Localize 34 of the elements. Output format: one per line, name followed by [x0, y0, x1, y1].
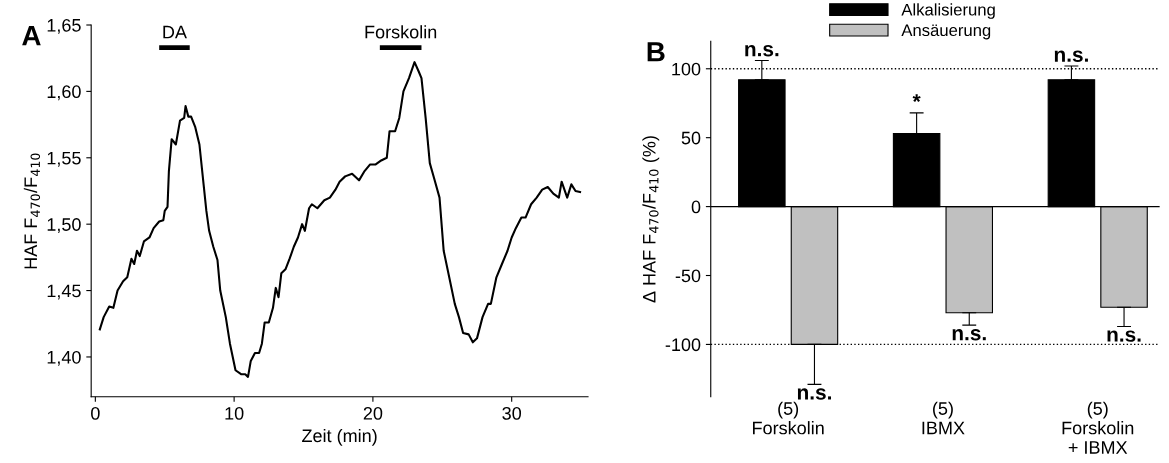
legend-label: Ansäuerung	[901, 24, 991, 40]
x-tick-label: (5) IBMX	[922, 401, 965, 435]
y-tick-label: 1,55	[47, 151, 81, 167]
y-tick-label: 1,65	[47, 18, 81, 34]
y-axis-title: HAF F$_{470}$/F$_{410}$	[23, 153, 41, 269]
x-tick-label: 30	[502, 406, 522, 420]
chart-title: B	[647, 42, 665, 62]
annotation: n.s.	[797, 388, 831, 400]
chart-title: A	[22, 26, 41, 46]
y-tick-label: 1,50	[47, 218, 81, 234]
y-tick-label: 100	[672, 62, 701, 76]
annotation: n.s.	[1107, 330, 1141, 342]
x-tick-label: 20	[363, 406, 383, 420]
y-axis-title: Δ HAF F$_{470}$/F$_{410}$ (%)	[642, 136, 660, 303]
y-tick-label: 1,60	[47, 85, 81, 101]
x-tick-label: (5) Forskolin	[753, 401, 824, 435]
legend-label: Alkalisierung	[901, 3, 995, 19]
annotation: n.s.	[745, 44, 779, 57]
x-tick-label: 0	[91, 406, 100, 420]
annotation: n.s.	[952, 329, 986, 341]
y-tick-label: 1,40	[47, 350, 81, 366]
annotation: n.s.	[1054, 50, 1088, 62]
x-tick-label: (5) Forskolin + IBMX	[1062, 401, 1134, 454]
y-tick-label: 0	[691, 200, 701, 214]
series-label: DA	[163, 25, 187, 39]
line-series	[98, 61, 583, 378]
y-tick-label: -100	[665, 338, 701, 352]
y-tick-label: 1,45	[47, 284, 81, 300]
series-label: Forskolin	[365, 25, 437, 39]
x-axis-title: Zeit (min)	[302, 428, 377, 446]
annotation: *	[912, 94, 921, 102]
y-tick-label: 50	[681, 131, 701, 145]
x-tick-label: 10	[225, 406, 244, 420]
y-tick-label: -50	[675, 269, 701, 283]
